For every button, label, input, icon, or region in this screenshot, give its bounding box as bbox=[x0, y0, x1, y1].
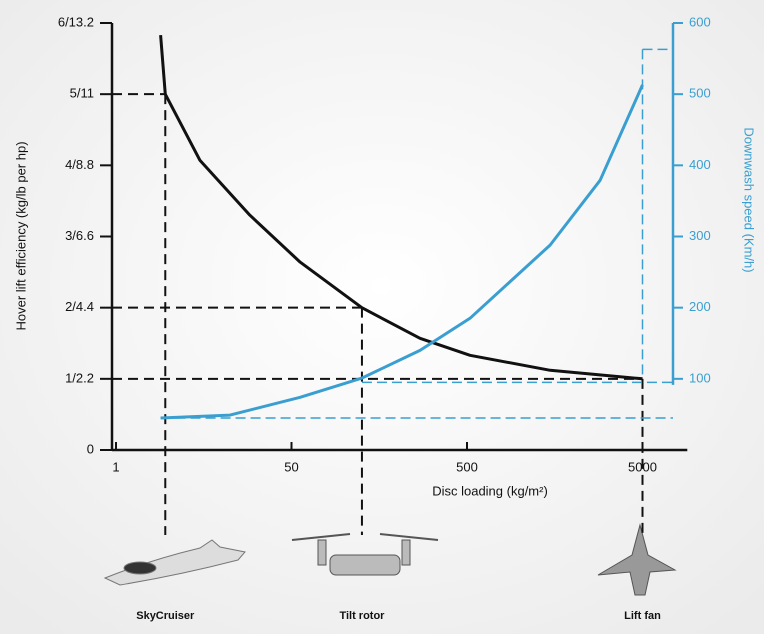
aircraft-label: Tilt rotor bbox=[339, 610, 385, 622]
y2-tick-label: 300 bbox=[689, 228, 711, 243]
aircraft-label: Lift fan bbox=[624, 610, 661, 622]
tilt-rotor-icon bbox=[291, 533, 439, 576]
series-line bbox=[159, 34, 643, 381]
y2-tick-label: 500 bbox=[689, 86, 711, 101]
x-axis-title: Disc loading (kg/m²) bbox=[432, 483, 548, 498]
y2-tick-label: 200 bbox=[689, 299, 711, 314]
y-axis-title: Hover lift efficiency (kg/lb per hp) bbox=[13, 141, 28, 330]
x-tick-label: 50 bbox=[284, 459, 298, 474]
series-line bbox=[160, 84, 644, 420]
y-tick-label: 5/11 bbox=[70, 86, 94, 101]
y-tick-label: 6/13.2 bbox=[58, 14, 94, 29]
y2-tick-label: 600 bbox=[689, 14, 711, 29]
x-tick-label: 1 bbox=[112, 459, 119, 474]
y-tick-label: 2/4.4 bbox=[65, 299, 94, 314]
y2-axis-title: Downwash speed (Km/h) bbox=[742, 127, 757, 272]
y-tick-label: 4/8.8 bbox=[65, 157, 94, 172]
y-tick-label: 1/2.2 bbox=[65, 370, 94, 385]
lift-fan-icon bbox=[597, 523, 677, 596]
skycruiser-icon bbox=[103, 539, 246, 586]
x-tick-label: 500 bbox=[456, 459, 478, 474]
y2-tick-label: 400 bbox=[689, 157, 711, 172]
aircraft-label: SkyCruiser bbox=[136, 610, 195, 622]
y-tick-label: 3/6.6 bbox=[65, 228, 94, 243]
y-tick-label: 0 bbox=[87, 441, 94, 456]
y2-tick-label: 100 bbox=[689, 370, 711, 385]
